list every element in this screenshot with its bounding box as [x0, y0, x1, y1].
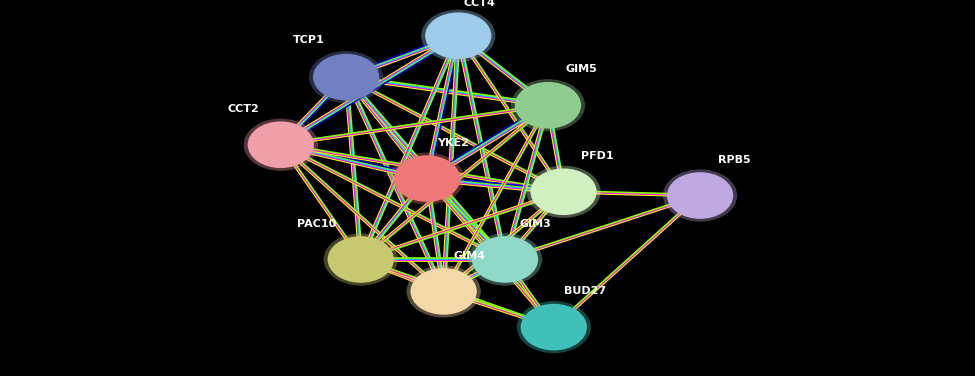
Text: CCT4: CCT4	[463, 0, 495, 8]
Ellipse shape	[248, 121, 314, 168]
Ellipse shape	[530, 168, 597, 215]
Ellipse shape	[472, 236, 538, 283]
Text: YKE2: YKE2	[437, 138, 469, 148]
Text: CCT2: CCT2	[227, 104, 259, 114]
Text: GIM4: GIM4	[453, 250, 486, 261]
Ellipse shape	[667, 172, 733, 219]
Ellipse shape	[526, 166, 601, 218]
Text: GIM5: GIM5	[566, 64, 598, 74]
Text: TCP1: TCP1	[292, 35, 325, 45]
Text: PAC10: PAC10	[297, 218, 336, 229]
Text: BUD27: BUD27	[564, 286, 605, 296]
Ellipse shape	[521, 304, 587, 350]
Ellipse shape	[328, 236, 394, 283]
Text: RPB5: RPB5	[718, 155, 750, 165]
Ellipse shape	[425, 12, 491, 59]
Ellipse shape	[394, 155, 460, 202]
Ellipse shape	[390, 153, 464, 205]
Ellipse shape	[244, 119, 318, 171]
Ellipse shape	[663, 170, 737, 221]
Ellipse shape	[309, 51, 383, 103]
Ellipse shape	[324, 233, 398, 285]
Ellipse shape	[468, 233, 542, 285]
Ellipse shape	[313, 54, 379, 100]
Ellipse shape	[515, 82, 581, 129]
Ellipse shape	[410, 268, 477, 315]
Ellipse shape	[511, 79, 585, 131]
Text: PFD1: PFD1	[581, 151, 613, 161]
Ellipse shape	[517, 301, 591, 353]
Ellipse shape	[407, 265, 481, 317]
Text: GIM3: GIM3	[520, 218, 552, 229]
Ellipse shape	[421, 10, 495, 62]
